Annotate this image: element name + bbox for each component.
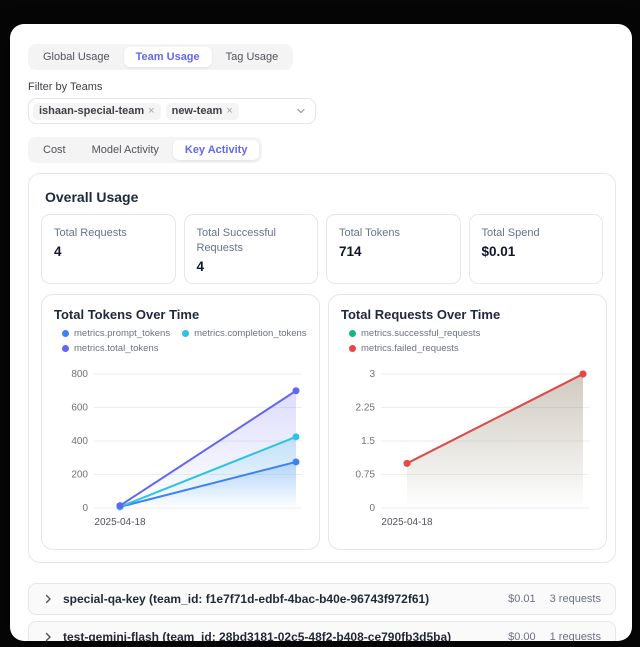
chart-legend: metrics.successful_requests metrics.faile… bbox=[349, 328, 594, 360]
svg-text:200: 200 bbox=[71, 470, 88, 481]
chart-title: Total Requests Over Time bbox=[341, 307, 501, 323]
stats-grid: Total Requests 4 Total Successful Reques… bbox=[41, 214, 603, 285]
requests-line-chart: 0 0.75 1.5 2.25 3 2025-04-18 bbox=[356, 369, 589, 528]
charts-grid: Total Tokens Over Time metrics.prompt_to… bbox=[41, 294, 607, 551]
svg-text:400: 400 bbox=[71, 436, 88, 447]
usage-scope-tabs: Global Usage Team Usage Tag Usage bbox=[28, 44, 294, 71]
stat-total-requests: Total Requests 4 bbox=[41, 214, 176, 285]
activity-view-tabs: Cost Model Activity Key Activity bbox=[28, 137, 263, 164]
chart-title: Total Tokens Over Time bbox=[54, 307, 200, 323]
legend-item: metrics.failed_requests bbox=[349, 343, 459, 354]
team-chip[interactable]: new-team × bbox=[165, 102, 239, 120]
stat-label: Total Requests bbox=[54, 227, 127, 240]
tokens-line-chart: 0 200 400 600 800 2025-04-18 bbox=[71, 369, 302, 528]
legend-dot-icon bbox=[62, 330, 69, 338]
svg-text:0: 0 bbox=[369, 503, 375, 514]
stat-label: Total Tokens bbox=[339, 227, 400, 240]
legend-dot-icon bbox=[349, 330, 356, 338]
chevron-down-icon[interactable] bbox=[295, 105, 307, 117]
key-row-metrics: $0.01 3 requests bbox=[508, 593, 601, 605]
overall-usage-title: Overall Usage bbox=[45, 189, 139, 206]
svg-text:0.75: 0.75 bbox=[356, 470, 376, 481]
filter-by-teams-label: Filter by Teams bbox=[28, 81, 103, 94]
tokens-over-time-chart-card: Total Tokens Over Time metrics.prompt_to… bbox=[41, 294, 320, 551]
stat-value: 4 bbox=[54, 244, 62, 260]
remove-chip-icon[interactable]: × bbox=[148, 104, 155, 117]
tab-key-activity[interactable]: Key Activity bbox=[172, 140, 260, 161]
stat-value: 4 bbox=[196, 258, 205, 274]
key-row-requests: 1 requests bbox=[549, 631, 601, 641]
key-row-requests: 3 requests bbox=[549, 593, 601, 606]
tab-global-usage[interactable]: Global Usage bbox=[31, 47, 122, 67]
svg-text:800: 800 bbox=[71, 369, 88, 380]
stat-total-tokens: Total Tokens 714 bbox=[326, 214, 461, 285]
stat-label: Total Spend bbox=[481, 227, 540, 240]
key-row-title: special-qa-key (team_id: f1e7f71d-edbf-4… bbox=[63, 592, 430, 607]
remove-chip-icon[interactable]: × bbox=[226, 104, 233, 117]
legend-item: metrics.completion_tokens bbox=[182, 328, 307, 339]
svg-text:2025-04-18: 2025-04-18 bbox=[381, 517, 433, 528]
tab-model-activity[interactable]: Model Activity bbox=[80, 140, 171, 160]
chevron-right-icon[interactable] bbox=[43, 594, 53, 604]
svg-text:2.25: 2.25 bbox=[356, 403, 376, 414]
legend-item: metrics.prompt_tokens bbox=[62, 328, 170, 339]
key-row-spend: $0.00 bbox=[508, 631, 536, 641]
stat-value: 714 bbox=[339, 244, 362, 260]
key-row-special-qa-key[interactable]: special-qa-key (team_id: f1e7f71d-edbf-4… bbox=[28, 583, 616, 616]
key-row-metrics: $0.00 1 requests bbox=[508, 631, 601, 641]
stat-total-spend: Total Spend $0.01 bbox=[468, 214, 603, 285]
svg-text:600: 600 bbox=[71, 403, 88, 414]
key-row-title: test-gemini-flash (team_id: 28bd3181-02c… bbox=[63, 630, 452, 641]
stat-label: Total Successful Requests bbox=[196, 227, 276, 255]
team-multiselect[interactable]: ishaan-special-team × new-team × bbox=[28, 98, 316, 125]
legend-dot-icon bbox=[182, 330, 190, 338]
usage-dashboard-panel: Global Usage Team Usage Tag Usage Filter… bbox=[10, 24, 632, 641]
svg-text:0: 0 bbox=[82, 503, 88, 514]
chevron-right-icon[interactable] bbox=[43, 632, 53, 641]
tab-cost[interactable]: Cost bbox=[31, 140, 78, 160]
stat-value: $0.01 bbox=[481, 244, 516, 260]
key-rows-list: special-qa-key (team_id: f1e7f71d-edbf-4… bbox=[28, 583, 616, 641]
legend-item: metrics.total_tokens bbox=[62, 343, 158, 354]
legend-dot-icon bbox=[349, 345, 356, 353]
requests-over-time-chart-card: Total Requests Over Time metrics.success… bbox=[328, 294, 607, 551]
svg-text:2025-04-18: 2025-04-18 bbox=[94, 517, 146, 528]
stat-total-successful-requests: Total Successful Requests 4 bbox=[183, 214, 318, 285]
key-row-test-gemini-flash[interactable]: test-gemini-flash (team_id: 28bd3181-02c… bbox=[28, 621, 616, 641]
overall-usage-card: Overall Usage Total Requests 4 Total Suc… bbox=[28, 173, 616, 564]
legend-item: metrics.successful_requests bbox=[349, 328, 480, 339]
key-row-spend: $0.01 bbox=[508, 593, 536, 606]
tab-tag-usage[interactable]: Tag Usage bbox=[214, 47, 291, 67]
legend-dot-icon bbox=[62, 345, 69, 353]
chart-legend: metrics.prompt_tokens metrics.completion_… bbox=[62, 328, 307, 360]
team-chip-label: new-team bbox=[171, 104, 223, 117]
svg-text:3: 3 bbox=[369, 369, 375, 380]
tab-team-usage[interactable]: Team Usage bbox=[123, 47, 212, 68]
team-chip-label: ishaan-special-team bbox=[39, 104, 145, 117]
svg-text:1.5: 1.5 bbox=[361, 436, 375, 447]
team-chip[interactable]: ishaan-special-team × bbox=[33, 102, 161, 120]
